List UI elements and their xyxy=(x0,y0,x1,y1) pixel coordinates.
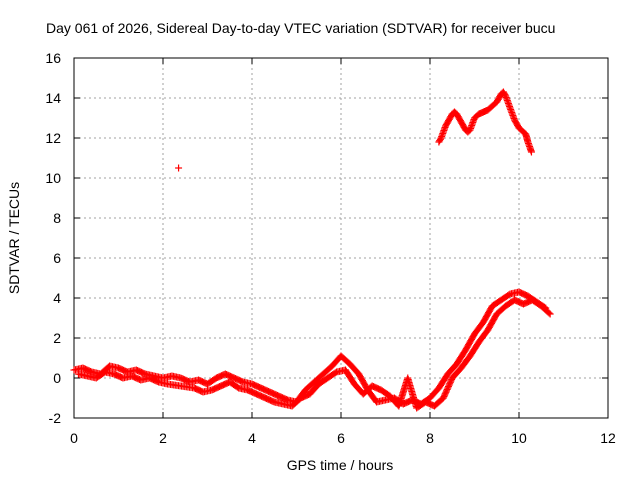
x-tick-label: 4 xyxy=(248,430,256,446)
x-tick-label: 0 xyxy=(70,430,78,446)
y-tick-label: 0 xyxy=(53,370,61,386)
y-tick-label: 10 xyxy=(45,170,61,186)
x-tick-label: 12 xyxy=(600,430,616,446)
series-lower-band-A xyxy=(70,288,550,408)
y-tick-label: -2 xyxy=(49,410,62,426)
x-tick-label: 10 xyxy=(511,430,527,446)
x-tick-label: 2 xyxy=(159,430,167,446)
chart-title: Day 061 of 2026, Sidereal Day-to-day VTE… xyxy=(46,20,555,36)
x-tick-label: 6 xyxy=(337,430,345,446)
y-tick-label: 2 xyxy=(53,330,61,346)
data-point xyxy=(545,309,553,317)
x-axis-label: GPS time / hours xyxy=(287,457,394,473)
axis-ticks xyxy=(73,57,609,419)
data-point xyxy=(546,310,554,318)
series-outlier xyxy=(175,164,183,172)
y-tick-label: 14 xyxy=(45,90,61,106)
x-tick-label: 8 xyxy=(426,430,434,446)
y-axis-tick-labels: -2 0 2 4 6 8 10 12 14 16 xyxy=(45,50,61,426)
x-axis-tick-labels: 0 2 4 6 8 10 12 xyxy=(70,430,616,446)
y-tick-label: 16 xyxy=(45,50,61,66)
y-tick-label: 12 xyxy=(45,130,61,146)
grid-lines xyxy=(74,58,608,418)
y-axis-label: SDTVAR / TECUs xyxy=(6,182,22,294)
data-point xyxy=(175,164,183,172)
y-tick-label: 8 xyxy=(53,210,61,226)
y-tick-label: 6 xyxy=(53,250,61,266)
series-lower-band-B xyxy=(74,296,554,412)
series-upper-band xyxy=(435,88,535,156)
data-point xyxy=(527,148,535,156)
y-tick-label: 4 xyxy=(53,290,61,306)
data-marks xyxy=(70,88,554,412)
